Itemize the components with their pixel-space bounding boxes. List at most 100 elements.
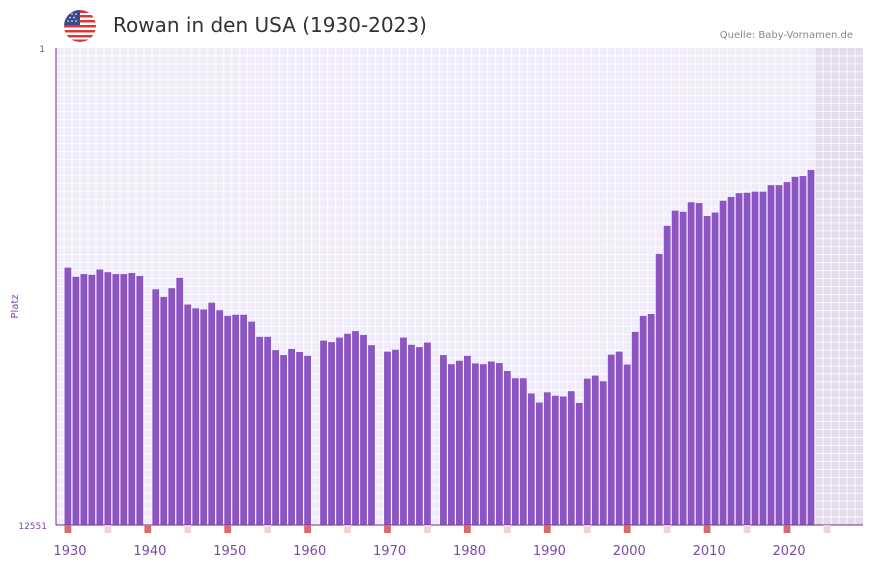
decade-marker (703, 525, 711, 533)
bar-1958 (296, 352, 303, 525)
bar-1985 (511, 378, 519, 525)
half-decade-marker (663, 525, 671, 533)
bar-1941 (160, 296, 168, 525)
bar-1997 (607, 354, 615, 525)
bar-1988 (535, 402, 543, 525)
bar-1998 (615, 351, 623, 525)
bar-1962 (328, 342, 335, 525)
bar-1965 (352, 331, 359, 525)
x-tick-label-1940: 1940 (133, 544, 166, 559)
x-tick-label-1970: 1970 (373, 544, 406, 559)
bar-1947 (208, 302, 216, 525)
decade-marker (783, 525, 791, 533)
x-tick-label-1950: 1950 (213, 544, 246, 559)
bar-2020 (791, 176, 799, 525)
bar-1961 (320, 340, 327, 525)
half-decade-marker (344, 525, 351, 533)
bar-1977 (448, 364, 455, 525)
bar-2021 (799, 176, 807, 526)
bar-1942 (168, 288, 176, 525)
bar-1935 (112, 274, 120, 525)
decade-marker (304, 525, 311, 533)
decade-marker (384, 525, 391, 533)
source-label: Quelle: Baby-Vornamen.de (719, 30, 853, 41)
bar-2008 (695, 203, 703, 526)
decade-marker (623, 525, 631, 533)
bar-1938 (136, 276, 144, 525)
bar-1964 (344, 333, 351, 525)
decade-marker (543, 525, 551, 533)
us-flag-graphic (64, 10, 96, 42)
bar-1993 (575, 402, 583, 525)
half-decade-marker (743, 525, 751, 533)
bar-1946 (200, 309, 208, 525)
us-flag-icon (64, 10, 96, 42)
half-decade-marker (184, 525, 192, 533)
bar-1978 (456, 360, 463, 525)
bar-1963 (336, 337, 343, 525)
bar-1949 (224, 315, 232, 525)
bar-1974 (424, 342, 431, 525)
bar-2018 (775, 185, 783, 525)
bar-1936 (120, 274, 128, 525)
bar-2012 (727, 196, 735, 525)
bar-2003 (655, 253, 663, 525)
bar-1953 (256, 336, 264, 525)
bar-2011 (719, 200, 727, 525)
bar-2004 (663, 225, 671, 525)
bar-2006 (679, 211, 687, 525)
bar-1930 (72, 276, 80, 525)
bar-1996 (599, 381, 607, 525)
decade-marker (64, 525, 72, 533)
bar-1980 (471, 363, 479, 525)
y-tick-label-bottom: 12551 (18, 522, 47, 532)
chart-title: Rowan in den USA (1930-2023) (113, 13, 427, 37)
bar-2015 (751, 191, 759, 525)
bar-1956 (280, 355, 288, 525)
bar-1982 (487, 361, 495, 525)
bar-1986 (519, 378, 527, 525)
bar-2019 (783, 182, 791, 525)
bar-1959 (304, 355, 311, 525)
bar-1955 (272, 350, 280, 525)
x-tick-label-1930: 1930 (53, 544, 86, 559)
bar-2016 (759, 191, 767, 525)
half-decade-marker (104, 525, 112, 533)
bar-1976 (440, 355, 447, 525)
bar-2022 (807, 169, 815, 525)
half-decade-marker (264, 525, 272, 533)
bar-1972 (408, 344, 415, 525)
bar-1966 (360, 334, 367, 525)
bar-1954 (264, 336, 272, 525)
bar-2002 (647, 314, 655, 525)
bar-1995 (591, 375, 599, 525)
bar-1934 (104, 272, 112, 525)
bar-2000 (631, 331, 639, 525)
half-decade-marker (503, 525, 511, 533)
bar-1983 (495, 363, 503, 525)
bar-1929 (64, 267, 72, 525)
x-tick-label-2010: 2010 (693, 544, 726, 559)
x-tick-label-2000: 2000 (613, 544, 646, 559)
bar-1950 (232, 314, 240, 525)
bar-1931 (80, 274, 88, 525)
x-tick-label-1990: 1990 (533, 544, 566, 559)
bar-1990 (551, 395, 559, 525)
half-decade-marker (424, 525, 431, 533)
y-tick-label-top: 1 (39, 45, 45, 55)
bar-1940 (152, 289, 160, 525)
bar-1994 (583, 378, 591, 525)
bar-2010 (711, 212, 719, 525)
bar-1967 (368, 345, 375, 525)
y-axis-title: Platz (10, 294, 21, 318)
bar-1999 (623, 364, 631, 525)
bar-1969 (384, 351, 391, 525)
bar-2013 (735, 193, 743, 525)
bar-1971 (400, 337, 407, 525)
decade-marker (224, 525, 232, 533)
decade-marker (144, 525, 152, 533)
x-tick-label-1980: 1980 (453, 544, 486, 559)
x-tick-label-1960: 1960 (293, 544, 326, 559)
bar-1973 (416, 347, 423, 525)
